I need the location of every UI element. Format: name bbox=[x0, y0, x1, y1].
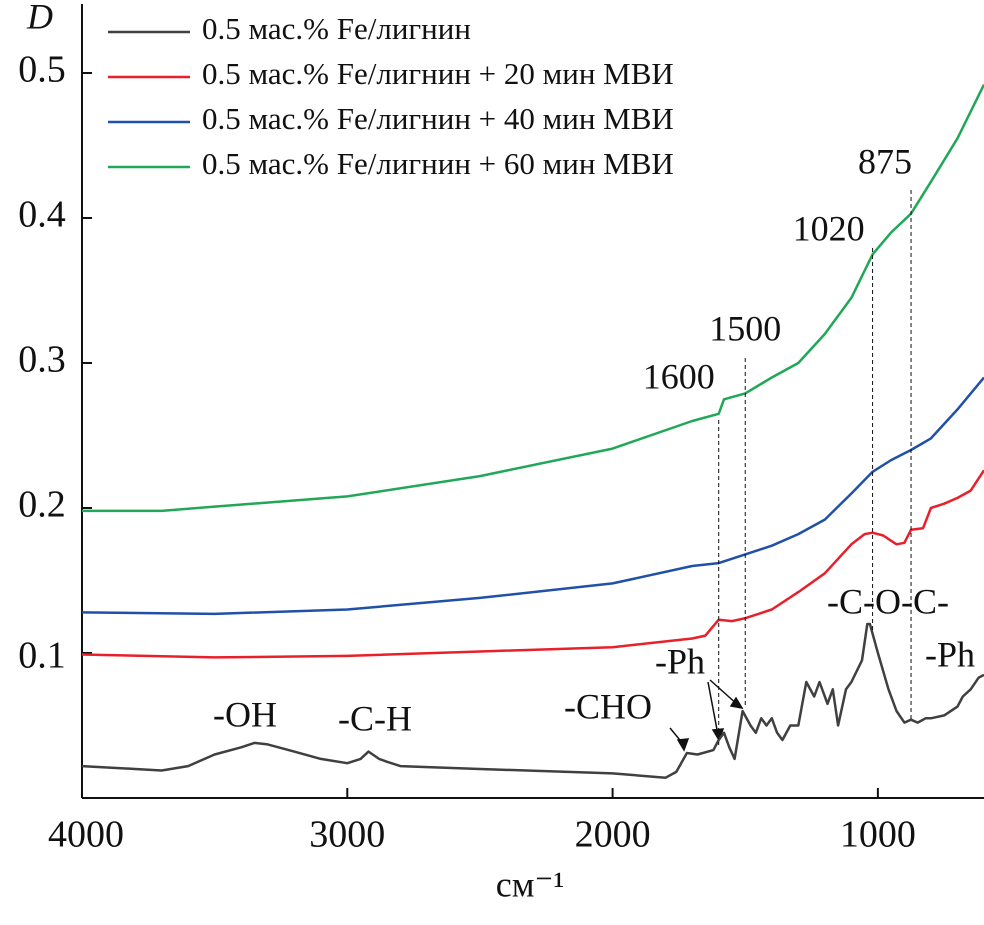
group-label: -Ph bbox=[655, 641, 705, 681]
marker-label: 1600 bbox=[643, 356, 715, 396]
legend-label: 0.5 мас.% Fe/лигнин + 20 мин МВИ bbox=[202, 56, 674, 91]
marker-label: 1020 bbox=[793, 208, 865, 248]
group-label: -OH bbox=[213, 694, 277, 734]
x-axis-label: см⁻¹ bbox=[496, 864, 565, 904]
x-tick-label: 1000 bbox=[840, 814, 916, 856]
legend-label: 0.5 мас.% Fe/лигнин + 60 мин МВИ bbox=[202, 146, 674, 181]
series-line bbox=[81, 622, 984, 779]
marker-label: 1500 bbox=[709, 308, 781, 348]
x-tick-label: 2000 bbox=[575, 814, 651, 856]
series-line bbox=[82, 84, 984, 513]
group-label: -Ph bbox=[925, 634, 975, 674]
y-tick-label: 0.5 bbox=[18, 49, 66, 91]
series-line bbox=[81, 376, 984, 616]
y-tick-label: 0.2 bbox=[18, 484, 66, 526]
x-tick-label: 3000 bbox=[309, 814, 385, 856]
y-axis-label: D bbox=[26, 0, 53, 36]
arrows bbox=[669, 679, 744, 752]
y-tick-label: 0.3 bbox=[18, 339, 66, 381]
y-tick-label: 0.4 bbox=[18, 194, 66, 236]
marker-label: 875 bbox=[858, 141, 912, 181]
y-tick-label: 0.1 bbox=[18, 635, 66, 677]
legend-label: 0.5 мас.% Fe/лигнин bbox=[202, 11, 471, 46]
x-tick-label: 4000 bbox=[48, 814, 124, 856]
group-label: -CHO bbox=[564, 686, 652, 726]
legend-label: 0.5 мас.% Fe/лигнин + 40 мин МВИ bbox=[202, 101, 674, 136]
group-label: -C-H bbox=[338, 698, 412, 738]
series-line bbox=[81, 469, 984, 659]
group-label: -C-O-C- bbox=[827, 581, 949, 621]
